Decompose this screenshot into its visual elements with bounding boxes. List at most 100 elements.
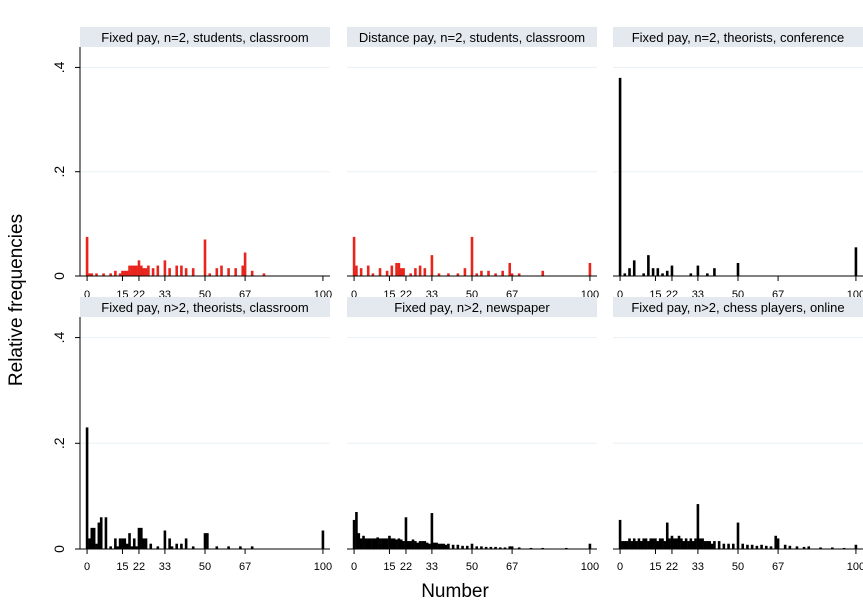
bar [618, 519, 622, 549]
bar [163, 260, 167, 276]
bar [765, 545, 768, 549]
bar [437, 543, 441, 549]
bar [132, 265, 136, 276]
bar [628, 538, 631, 549]
bar [819, 547, 822, 549]
bar [663, 541, 667, 549]
bar [359, 538, 363, 549]
bar [854, 544, 858, 549]
bar [435, 542, 438, 549]
x-tick-label: 100 [581, 561, 599, 573]
bar [88, 538, 91, 549]
bar [656, 268, 660, 276]
bar [135, 265, 138, 276]
bar [680, 538, 683, 549]
x-tick-label: 50 [199, 561, 211, 573]
y-tick-label: .4 [51, 61, 67, 73]
bar [142, 538, 145, 549]
bar [670, 535, 674, 549]
bar [658, 538, 662, 549]
bar [156, 265, 160, 276]
x-tick-label: 67 [506, 561, 518, 573]
bar [682, 541, 686, 549]
bar [137, 260, 141, 276]
bar [437, 273, 441, 276]
x-tick-label: 67 [239, 561, 251, 573]
bar [588, 262, 592, 276]
bar [262, 273, 266, 276]
bar [220, 265, 223, 276]
bar [698, 538, 702, 549]
bar [647, 541, 650, 549]
panels-group: Fixed pay, n=2, students, classroom 0 .2 .4… [51, 27, 863, 573]
bar [651, 538, 655, 549]
bar [364, 538, 368, 549]
bar [371, 538, 375, 549]
bar [357, 533, 361, 549]
bar [565, 547, 568, 549]
bar [378, 538, 382, 549]
bar [475, 546, 479, 549]
bar [484, 546, 488, 549]
bar [208, 273, 212, 276]
bar [494, 546, 497, 549]
bar [456, 273, 460, 276]
bar [647, 255, 650, 276]
bar [444, 544, 448, 549]
x-tick-label: 22 [666, 561, 678, 573]
bar [736, 262, 740, 276]
bar [123, 270, 127, 276]
bar [388, 535, 391, 549]
bar [795, 546, 799, 549]
bar [673, 538, 676, 549]
bar [694, 538, 697, 549]
bar [392, 538, 396, 549]
bar [206, 533, 209, 549]
bar [687, 541, 690, 549]
bar [632, 538, 636, 549]
bar [677, 535, 681, 549]
bar [184, 538, 188, 549]
bar [510, 546, 514, 549]
bar [668, 538, 671, 549]
bar [731, 543, 735, 549]
bar [123, 538, 127, 549]
bar [508, 262, 512, 276]
bar [470, 543, 474, 549]
bar [628, 268, 631, 276]
x-tick-label: 22 [133, 561, 145, 573]
bar [442, 543, 445, 549]
bar [701, 538, 704, 549]
bar [661, 273, 664, 276]
bar [168, 268, 171, 276]
panel-title: Fixed pay, n>2, newspaper [394, 300, 550, 315]
bar [418, 541, 422, 549]
bar [397, 538, 401, 549]
bar [144, 268, 148, 276]
bar [414, 268, 417, 276]
bar [170, 546, 174, 549]
bar [706, 273, 709, 276]
bar [381, 538, 384, 549]
bar [407, 541, 410, 549]
bar [121, 270, 124, 276]
bar [355, 512, 358, 549]
bar [109, 546, 112, 549]
bar [703, 541, 707, 549]
bar [623, 541, 627, 549]
bar [99, 517, 103, 549]
bar [175, 543, 178, 549]
bar [88, 273, 91, 276]
bar [423, 541, 427, 549]
bar [399, 539, 403, 549]
bar [142, 268, 145, 276]
bar [95, 273, 98, 276]
x-tick-label: 22 [400, 561, 412, 573]
y-tick-label: 0 [51, 545, 67, 553]
bar [489, 546, 493, 549]
bar [130, 546, 134, 549]
bar [156, 546, 160, 549]
